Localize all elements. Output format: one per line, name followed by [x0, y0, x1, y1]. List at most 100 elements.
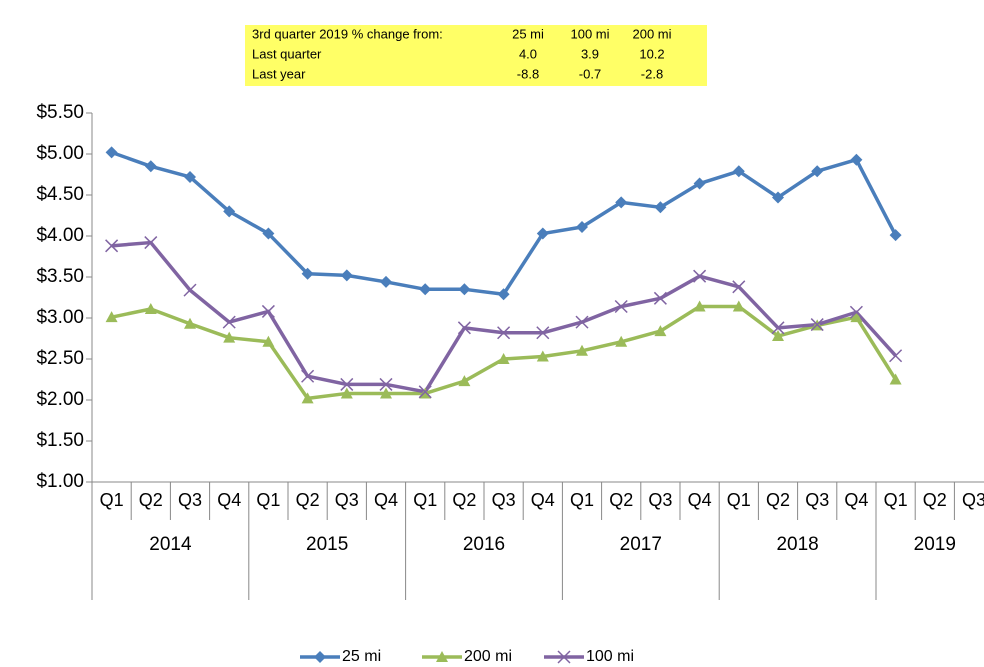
x-tick-label: Q2 [609, 490, 633, 510]
marker [810, 318, 824, 332]
x-tick-label: Q3 [492, 490, 516, 510]
marker [772, 191, 784, 204]
marker [223, 331, 236, 343]
table-header: 25 mi [512, 26, 544, 41]
marker [184, 317, 196, 329]
marker [811, 165, 824, 178]
table-cell: 3.9 [581, 46, 599, 61]
marker [732, 280, 746, 294]
x-tick-label: Q1 [256, 490, 280, 510]
x-tick-label: Q2 [139, 490, 163, 510]
series-line [111, 150, 898, 296]
marker [457, 321, 471, 335]
table-header: 3rd quarter 2019 % change from: [252, 26, 443, 41]
x-tick-label: Q4 [217, 490, 241, 510]
marker [615, 335, 628, 347]
marker [144, 236, 158, 250]
table-cell: -2.8 [641, 66, 663, 81]
table-header: 200 mi [632, 26, 671, 41]
table-cell: 4.0 [519, 46, 537, 61]
y-tick-label: $4.00 [36, 225, 84, 246]
marker [418, 385, 432, 399]
x-tick-label: Q1 [100, 490, 124, 510]
marker [340, 377, 354, 391]
table-cell: 10.2 [639, 46, 664, 61]
marker [222, 315, 236, 329]
y-tick-label: $5.00 [36, 143, 84, 164]
marker [262, 335, 275, 347]
x-tick-label: Q2 [296, 490, 320, 510]
marker [536, 227, 549, 240]
marker [497, 288, 510, 301]
x-tick-label: Q4 [531, 490, 555, 510]
marker [261, 304, 275, 318]
marker [575, 315, 589, 329]
marker [693, 177, 706, 190]
x-tick-label: Q3 [648, 490, 672, 510]
marker [889, 229, 902, 242]
marker [379, 377, 393, 391]
year-label: 2015 [306, 534, 348, 555]
y-tick-label: $1.50 [36, 430, 84, 451]
marker [614, 299, 628, 314]
x-tick-label: Q4 [688, 490, 712, 510]
marker [183, 283, 197, 297]
marker [340, 387, 353, 399]
x-tick-label: Q2 [452, 490, 476, 510]
table-cell: -0.7 [579, 66, 601, 81]
marker [458, 283, 471, 296]
marker [144, 302, 157, 314]
y-tick-label: $3.50 [36, 266, 84, 287]
x-tick-label: Q3 [805, 490, 829, 510]
marker [223, 205, 236, 218]
y-tick-label: $3.00 [36, 307, 84, 328]
annotation-box [245, 25, 707, 86]
marker [497, 353, 510, 364]
legend-marker [436, 651, 448, 662]
marker [693, 300, 706, 312]
x-tick-label: Q2 [923, 490, 947, 510]
x-tick-label: Q1 [413, 490, 437, 510]
marker [105, 311, 118, 323]
legend-marker [314, 651, 326, 663]
table-cell: Last quarter [252, 46, 322, 61]
marker [850, 311, 863, 323]
marker [301, 392, 314, 404]
marker [301, 267, 314, 280]
marker [693, 269, 707, 283]
marker [458, 375, 471, 387]
year-label: 2014 [149, 534, 192, 555]
marker [653, 291, 667, 305]
marker [536, 350, 549, 362]
x-tick-label: Q3 [178, 490, 202, 510]
marker [380, 275, 392, 288]
table-header: 100 mi [570, 26, 609, 41]
x-tick-label: Q1 [570, 490, 594, 510]
marker [536, 326, 550, 340]
y-tick-label: $2.50 [36, 348, 84, 369]
x-tick-label: Q4 [844, 490, 868, 510]
marker [576, 220, 588, 233]
marker [772, 330, 784, 342]
marker [105, 146, 118, 159]
legend-label: 200 mi [464, 648, 512, 665]
marker [105, 239, 119, 253]
year-label: 2017 [620, 534, 662, 555]
marker [654, 201, 667, 214]
x-tick-label: Q3 [962, 490, 984, 510]
x-tick-label: Q4 [374, 490, 398, 510]
marker [732, 165, 745, 178]
y-tick-label: $5.50 [36, 102, 84, 123]
year-label: 2016 [463, 534, 505, 555]
legend-label: 25 mi [342, 648, 381, 665]
marker [850, 153, 863, 166]
series-line [111, 240, 897, 394]
marker [419, 283, 432, 296]
marker [732, 300, 745, 312]
marker [340, 269, 353, 282]
marker [184, 170, 196, 183]
year-label: 2018 [776, 534, 818, 555]
legend-marker [557, 650, 571, 664]
marker [497, 326, 511, 340]
